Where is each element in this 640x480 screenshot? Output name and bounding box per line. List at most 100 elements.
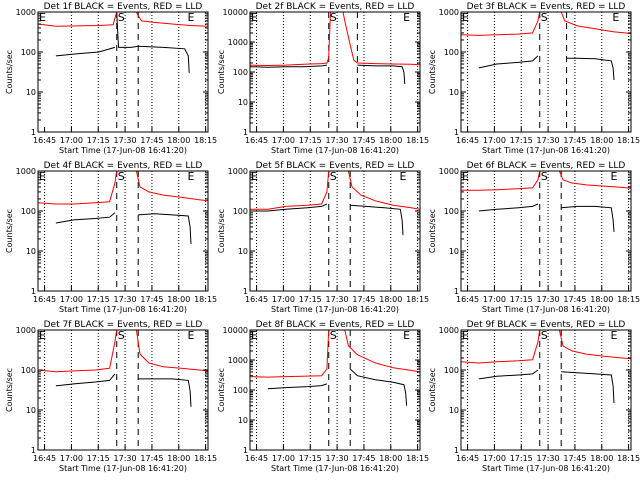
panel-title: Det 9f BLACK = Events, RED = LLD bbox=[467, 320, 626, 330]
x-tick-label: 17:15 bbox=[510, 454, 533, 463]
x-tick-label: 17:15 bbox=[87, 136, 110, 145]
x-tick-label: 18:15 bbox=[194, 136, 217, 145]
panel-title: Det 6f BLACK = Events, RED = LLD bbox=[467, 161, 626, 171]
lld-series-line bbox=[249, 11, 331, 67]
x-tick-label: 17:00 bbox=[272, 136, 295, 145]
x-tick-label: 16:45 bbox=[245, 136, 268, 145]
y-tick-label: 1000 bbox=[16, 167, 36, 176]
x-tick-label: 17:30 bbox=[326, 295, 349, 304]
x-tick-label: 17:00 bbox=[483, 454, 506, 463]
panel-title: Det 7f BLACK = Events, RED = LLD bbox=[44, 320, 203, 330]
y-tick-label: 10 bbox=[26, 247, 36, 256]
y-tick-label: 10 bbox=[238, 247, 248, 256]
events-series-line bbox=[478, 203, 539, 212]
events-series-line bbox=[267, 383, 328, 390]
y-tick-label: 10 bbox=[238, 98, 248, 107]
y-tick-label: 1000 bbox=[228, 38, 248, 47]
lld-series-line bbox=[250, 170, 330, 210]
x-tick-label: 17:15 bbox=[510, 136, 533, 145]
x-tick-label: 17:15 bbox=[299, 136, 322, 145]
x-tick-label: 18:15 bbox=[406, 295, 429, 304]
panel-title: Det 8f BLACK = Events, RED = LLD bbox=[256, 320, 415, 330]
y-axis-label: Counts/sec bbox=[428, 50, 437, 94]
y-axis-label: Counts/sec bbox=[217, 368, 226, 412]
y-tick-label: 100 bbox=[21, 366, 36, 375]
interval-marker-label: E bbox=[39, 11, 46, 24]
x-tick-label: 17:30 bbox=[326, 454, 349, 463]
x-tick-label: 17:30 bbox=[114, 136, 137, 145]
events-series-line bbox=[357, 64, 406, 84]
x-tick-label: 17:45 bbox=[563, 295, 586, 304]
y-tick-label: 10000 bbox=[223, 326, 248, 335]
events-series-line bbox=[561, 371, 615, 404]
x-tick-label: 18:00 bbox=[590, 136, 613, 145]
plot-frame bbox=[249, 329, 421, 451]
y-tick-label: 1 bbox=[243, 128, 248, 137]
x-tick-label: 17:45 bbox=[352, 295, 375, 304]
events-series-line bbox=[349, 368, 408, 406]
x-tick-label: 17:15 bbox=[299, 454, 322, 463]
plot-frame bbox=[37, 329, 209, 451]
x-tick-label: 17:30 bbox=[326, 136, 349, 145]
x-tick-label: 18:15 bbox=[406, 136, 429, 145]
interval-marker-label: S bbox=[541, 329, 548, 342]
x-tick-label: 17:00 bbox=[60, 454, 83, 463]
x-tick-label: 16:45 bbox=[33, 295, 56, 304]
x-axis-label: Start Time (17-Jun-08 16:41:20) bbox=[271, 464, 399, 473]
events-series-line bbox=[55, 212, 116, 224]
x-tick-label: 18:15 bbox=[194, 295, 217, 304]
y-tick-label: 1 bbox=[31, 446, 36, 455]
plot-frame bbox=[460, 11, 632, 133]
interval-marker-label: E bbox=[462, 11, 469, 24]
lld-series-line bbox=[342, 11, 421, 66]
y-tick-label: 1000 bbox=[439, 8, 459, 17]
events-series-line bbox=[55, 46, 116, 57]
lld-series-line bbox=[37, 11, 118, 27]
interval-marker-label: S bbox=[330, 170, 337, 183]
lld-series-line bbox=[461, 170, 541, 191]
panel-title: Det 4f BLACK = Events, RED = LLD bbox=[44, 161, 203, 171]
x-tick-label: 18:15 bbox=[194, 454, 217, 463]
lld-series-line bbox=[135, 11, 209, 27]
y-tick-label: 100 bbox=[21, 48, 36, 57]
lld-series-line bbox=[560, 11, 632, 34]
y-tick-label: 10 bbox=[449, 88, 459, 97]
x-tick-label: 16:45 bbox=[456, 136, 479, 145]
y-tick-label: 1000 bbox=[439, 326, 459, 335]
y-tick-label: 1000 bbox=[439, 167, 459, 176]
y-tick-label: 100 bbox=[444, 207, 459, 216]
y-tick-label: 100 bbox=[233, 386, 248, 395]
x-tick-label: 18:00 bbox=[167, 136, 190, 145]
y-tick-label: 10000 bbox=[223, 8, 248, 17]
y-tick-label: 100 bbox=[233, 68, 248, 77]
y-tick-label: 1 bbox=[454, 446, 459, 455]
y-tick-label: 1000 bbox=[16, 326, 36, 335]
plot-frame bbox=[460, 170, 632, 292]
x-tick-label: 17:30 bbox=[537, 454, 560, 463]
lld-series-line bbox=[347, 170, 421, 210]
x-tick-label: 17:30 bbox=[114, 295, 137, 304]
x-axis-label: Start Time (17-Jun-08 16:41:20) bbox=[482, 305, 610, 314]
interval-marker-label: S bbox=[541, 170, 548, 183]
x-tick-label: 17:00 bbox=[272, 454, 295, 463]
x-tick-label: 16:45 bbox=[33, 136, 56, 145]
y-axis-label: Counts/sec bbox=[5, 50, 14, 94]
y-tick-label: 10 bbox=[26, 406, 36, 415]
y-tick-label: 1000 bbox=[228, 356, 248, 365]
y-axis-label: Counts/sec bbox=[5, 209, 14, 253]
lld-series-line bbox=[558, 170, 632, 189]
x-tick-label: 17:30 bbox=[114, 454, 137, 463]
x-tick-label: 18:15 bbox=[617, 295, 640, 304]
x-tick-label: 17:45 bbox=[352, 136, 375, 145]
x-tick-label: 16:45 bbox=[456, 454, 479, 463]
x-tick-label: 16:45 bbox=[33, 454, 56, 463]
events-series-line bbox=[478, 55, 539, 69]
y-tick-label: 100 bbox=[444, 48, 459, 57]
y-axis-label: Counts/sec bbox=[217, 50, 226, 94]
plot-frame bbox=[460, 329, 632, 451]
